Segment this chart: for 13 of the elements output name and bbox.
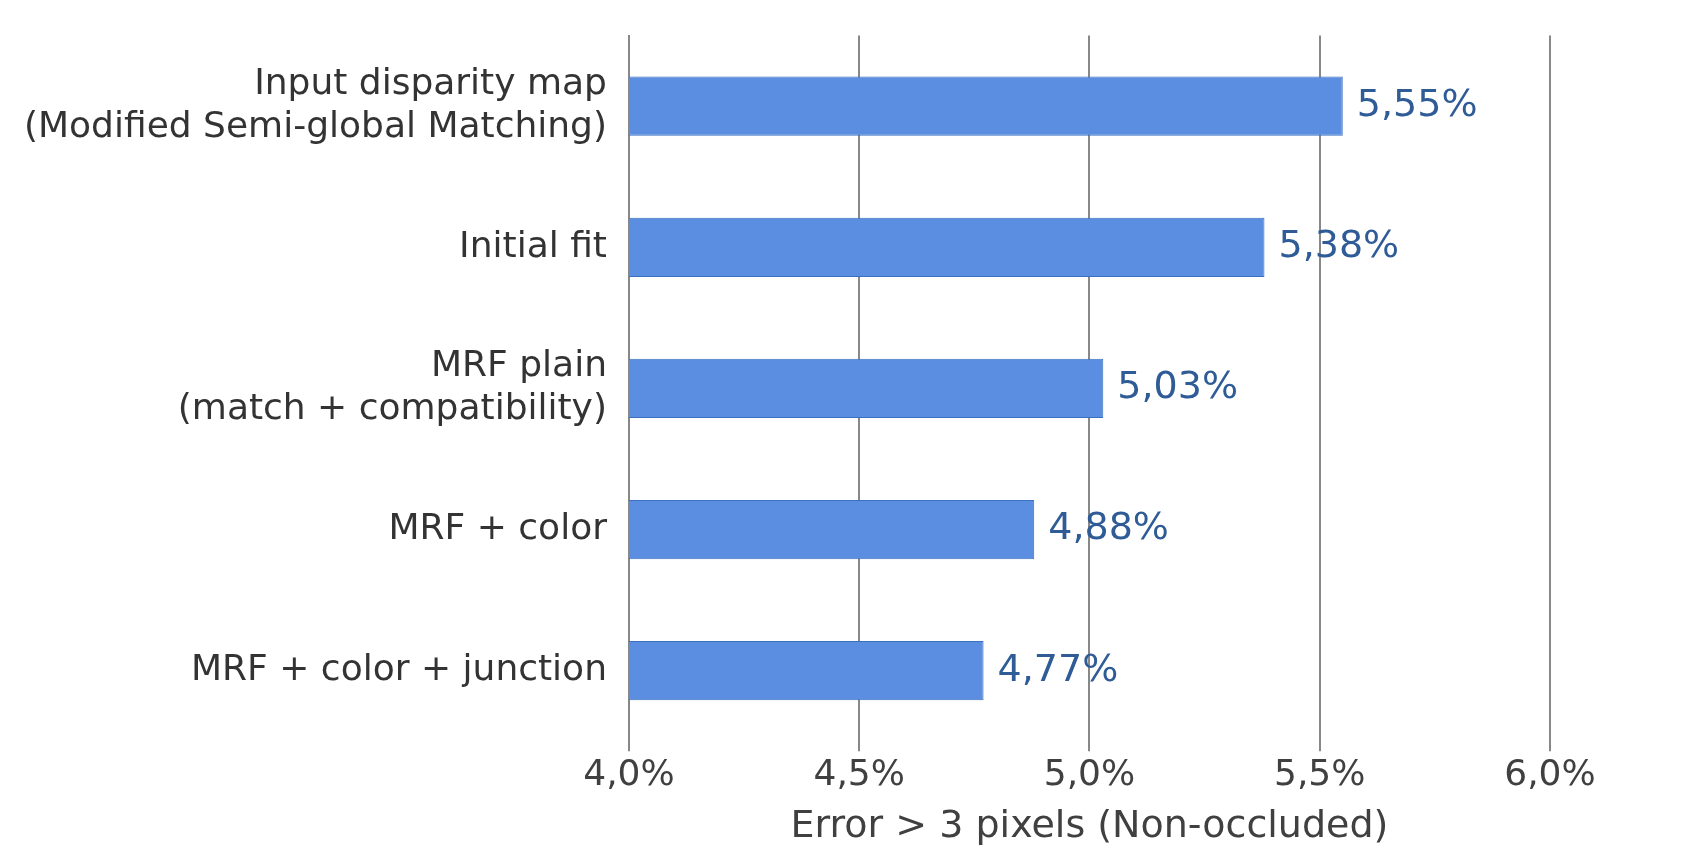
x-tick-label: 4,5% (813, 752, 905, 794)
x-tick-label: 5,5% (1274, 752, 1366, 794)
x-tick-label: 6,0% (1504, 752, 1596, 794)
y-tick-label: MRF + color + junction (191, 647, 607, 688)
x-tick-label: 5,0% (1043, 752, 1136, 794)
data-label: 5,03% (1117, 363, 1239, 408)
y-tick-label: Initial fit (459, 223, 607, 265)
y-tick-label: MRF + color (388, 505, 608, 547)
x-tick-label: 4,0% (583, 752, 675, 794)
data-label: 5,55% (1356, 81, 1478, 126)
y-tick-label: MRF plain (match + compatibility) (177, 343, 607, 428)
y-tick-label: Input disparity map (Modified Semi-global Matching) (23, 60, 607, 146)
x-axis-title: Error > 3 pixels (Non-occluded) (790, 802, 1389, 847)
